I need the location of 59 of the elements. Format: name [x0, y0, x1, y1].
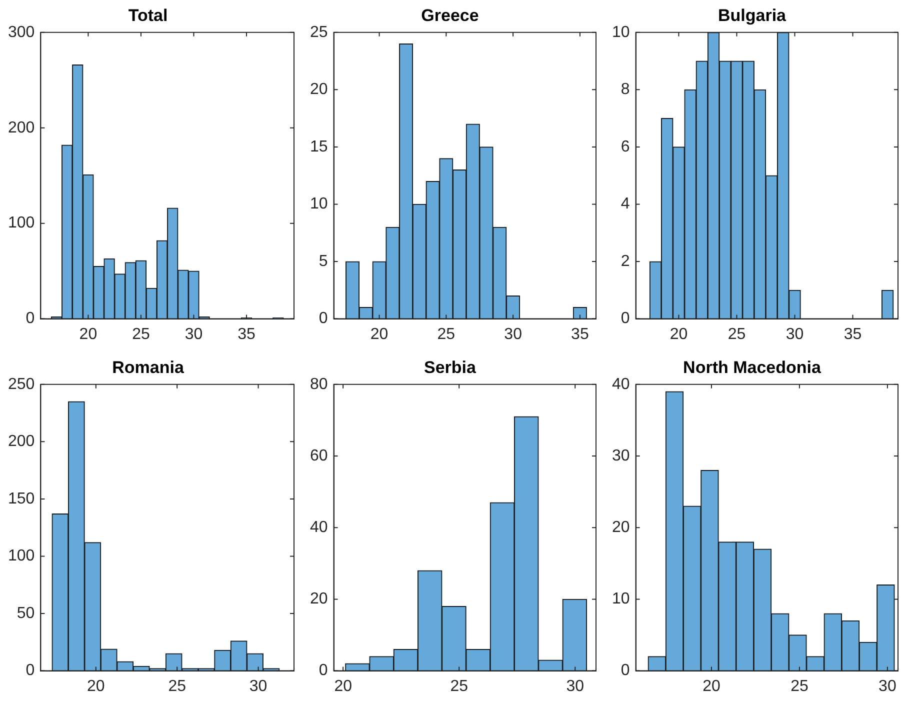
x-tick-label: 30 — [504, 326, 522, 343]
x-tick-label: 35 — [844, 326, 862, 343]
y-tick-label: 15 — [310, 138, 328, 156]
x-tick-label: 20 — [702, 678, 720, 695]
x-tick-label: 25 — [790, 678, 808, 695]
x-tick-label: 25 — [728, 326, 746, 343]
x-tick-label: 30 — [184, 326, 203, 343]
x-tick-label: 35 — [571, 326, 589, 343]
y-tick-label: 200 — [8, 119, 35, 136]
y-tick-label: 20 — [310, 590, 328, 608]
chart-title: Romania — [112, 358, 184, 377]
x-tick-label: 20 — [87, 678, 105, 695]
y-tick-label: 25 — [310, 24, 328, 41]
y-tick-label: 8 — [620, 81, 630, 98]
y-tick-label: 40 — [310, 519, 328, 536]
chart-title: Serbia — [424, 358, 477, 377]
x-tick-label: 20 — [79, 326, 98, 343]
x-tick-label: 30 — [786, 326, 804, 343]
y-tick-label: 50 — [16, 604, 35, 622]
x-tick-label: 30 — [566, 678, 584, 695]
y-tick-label: 10 — [310, 196, 328, 213]
x-tick-label: 25 — [437, 326, 456, 343]
y-tick-label: 0 — [318, 310, 328, 328]
y-tick-label: 200 — [8, 433, 35, 450]
y-tick-label: 250 — [8, 376, 35, 393]
y-tick-label: 20 — [612, 519, 630, 536]
x-tick-label: 20 — [370, 326, 388, 343]
x-tick-label: 20 — [334, 678, 352, 695]
x-tick-label: 30 — [878, 678, 896, 695]
y-tick-label: 0 — [26, 310, 35, 328]
x-tick-label: 35 — [238, 326, 256, 343]
x-tick-label: 20 — [670, 326, 688, 343]
x-tick-label: 25 — [450, 678, 468, 695]
y-tick-label: 5 — [318, 252, 328, 270]
y-tick-label: 20 — [310, 81, 328, 98]
y-tick-label: 100 — [8, 548, 35, 565]
y-tick-label: 30 — [612, 447, 630, 464]
x-tick-label: 25 — [168, 678, 186, 695]
y-tick-label: 100 — [8, 214, 35, 232]
y-tick-label: 2 — [620, 252, 630, 270]
y-tick-label: 4 — [620, 196, 630, 213]
y-tick-label: 10 — [612, 24, 630, 41]
x-tick-label: 30 — [249, 678, 268, 695]
chart-title: North Macedonia — [683, 358, 822, 377]
y-tick-label: 0 — [26, 662, 35, 680]
y-tick-label: 60 — [310, 447, 328, 464]
chart-title: Total — [128, 6, 168, 25]
x-tick-label: 25 — [132, 326, 150, 343]
y-tick-label: 10 — [612, 590, 630, 608]
chart-title: Greece — [421, 6, 479, 25]
y-tick-label: 150 — [8, 490, 35, 508]
y-tick-label: 0 — [318, 662, 328, 680]
y-tick-label: 6 — [620, 138, 630, 156]
chart-title: Bulgaria — [718, 6, 787, 25]
y-tick-label: 300 — [8, 24, 35, 41]
y-tick-label: 0 — [620, 662, 630, 680]
y-tick-label: 80 — [310, 376, 328, 393]
y-tick-label: 40 — [612, 376, 630, 393]
y-tick-label: 0 — [620, 310, 630, 328]
